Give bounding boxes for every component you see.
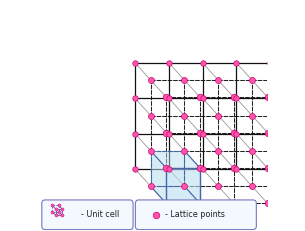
Point [167, 97, 171, 100]
Point [216, 114, 221, 117]
Polygon shape [56, 209, 62, 215]
Point [249, 149, 254, 153]
Polygon shape [151, 151, 185, 186]
Point [167, 167, 171, 171]
Point [167, 132, 171, 136]
Point [200, 132, 205, 136]
Point [50, 203, 55, 207]
Point [265, 131, 270, 134]
Polygon shape [166, 168, 200, 203]
Point [133, 167, 138, 171]
Point [153, 213, 158, 217]
Point [268, 132, 273, 136]
Point [268, 167, 273, 171]
Point [216, 149, 221, 153]
Point [216, 78, 221, 82]
Point [299, 166, 304, 170]
Point [231, 95, 236, 99]
Point [148, 78, 153, 82]
Point [133, 132, 138, 136]
Point [249, 114, 254, 117]
Point [265, 166, 270, 170]
Polygon shape [185, 151, 200, 203]
Point [299, 201, 304, 205]
Point [283, 114, 288, 117]
Point [164, 166, 169, 170]
Point [200, 167, 205, 171]
Point [249, 78, 254, 82]
Point [200, 61, 205, 65]
Point [164, 131, 169, 134]
FancyBboxPatch shape [135, 200, 256, 230]
Point [249, 184, 254, 188]
Point [268, 61, 273, 65]
Point [182, 149, 187, 153]
Point [167, 61, 171, 65]
Point [231, 201, 236, 205]
Point [148, 149, 153, 153]
Point [234, 132, 239, 136]
Point [56, 210, 61, 213]
Point [265, 95, 270, 99]
Point [234, 97, 239, 100]
Point [283, 184, 288, 188]
Point [148, 184, 153, 188]
Point [164, 201, 169, 205]
Point [216, 184, 221, 188]
Point [231, 131, 236, 134]
Point [133, 61, 138, 65]
Polygon shape [151, 151, 200, 168]
Polygon shape [151, 151, 166, 203]
Point [53, 213, 58, 217]
Point [133, 97, 138, 100]
Text: - Lattice points: - Lattice points [165, 210, 225, 219]
Point [56, 203, 61, 207]
Point [234, 61, 239, 65]
Point [50, 210, 55, 213]
Point [198, 131, 203, 134]
Point [182, 114, 187, 117]
Point [234, 167, 239, 171]
FancyBboxPatch shape [42, 200, 133, 230]
Point [299, 131, 304, 134]
Point [283, 149, 288, 153]
Point [283, 78, 288, 82]
Point [182, 184, 187, 188]
FancyBboxPatch shape [36, 0, 269, 231]
Point [59, 213, 64, 217]
Point [299, 95, 304, 99]
Point [198, 166, 203, 170]
Point [53, 207, 58, 211]
Point [198, 95, 203, 99]
Point [164, 95, 169, 99]
Point [265, 201, 270, 205]
Point [182, 78, 187, 82]
Point [200, 97, 205, 100]
Text: - Unit cell: - Unit cell [81, 210, 119, 219]
Point [268, 97, 273, 100]
Point [231, 166, 236, 170]
Point [59, 207, 64, 211]
Polygon shape [151, 186, 200, 203]
Point [148, 114, 153, 117]
Point [198, 201, 203, 205]
